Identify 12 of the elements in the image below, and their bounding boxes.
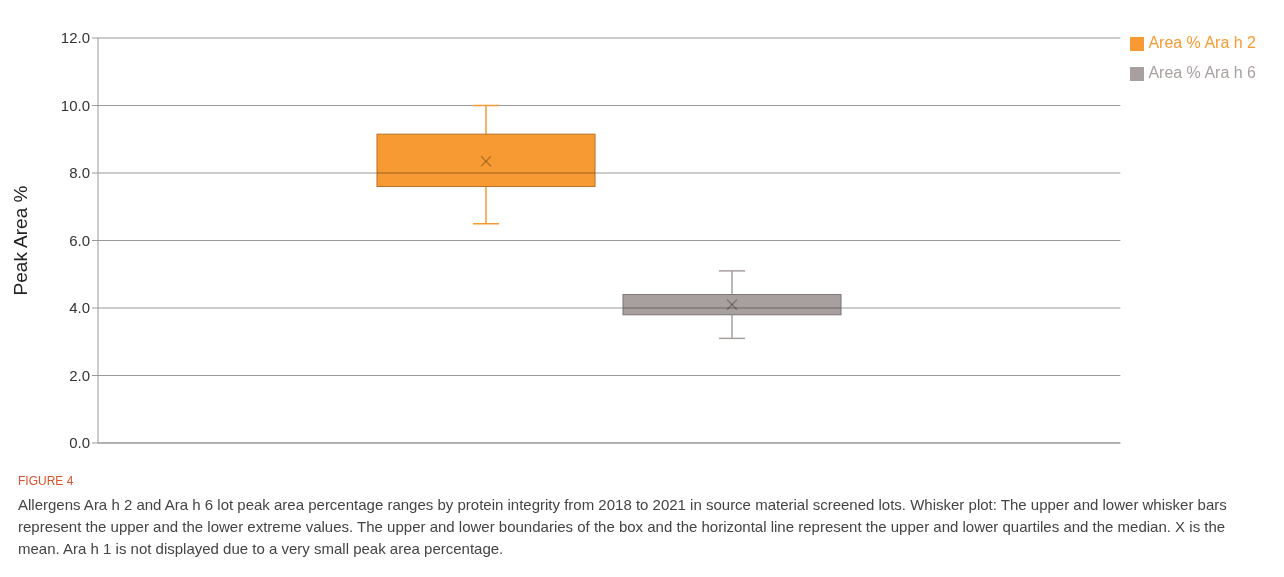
y-tick-label: 4.0 bbox=[69, 299, 90, 317]
legend-label: Area % Ara h 2 bbox=[1148, 34, 1256, 51]
y-tick-label: 2.0 bbox=[69, 366, 90, 384]
caption: FIGURE 4 bbox=[18, 473, 75, 490]
y-tick-label: 0.0 bbox=[69, 434, 90, 452]
y-axis-title: Peak Area % bbox=[9, 185, 31, 296]
y-tick-label: 10.0 bbox=[60, 96, 90, 114]
text: Allergens Ara h 2 and Ara h 6 lot peak area percentage ranges by protein integrity from 2018 to 2021 in source material screened lots. Whisker plot: The upper and lower whisker bars represent the upper and the lower extreme values. The upper and lower boundaries of the box and the horizontal line represent the upper and lower quartiles and the median. X is the mean. Ara h 1 is not displayed due to a very small peak area percentage. bbox=[18, 495, 1228, 559]
y-tick-label: 6.0 bbox=[69, 231, 90, 249]
y-tick-label: 12.0 bbox=[60, 29, 90, 47]
y-tick-label: 8.0 bbox=[69, 164, 90, 182]
legend-label: Area % Ara h 6 bbox=[1148, 64, 1256, 81]
